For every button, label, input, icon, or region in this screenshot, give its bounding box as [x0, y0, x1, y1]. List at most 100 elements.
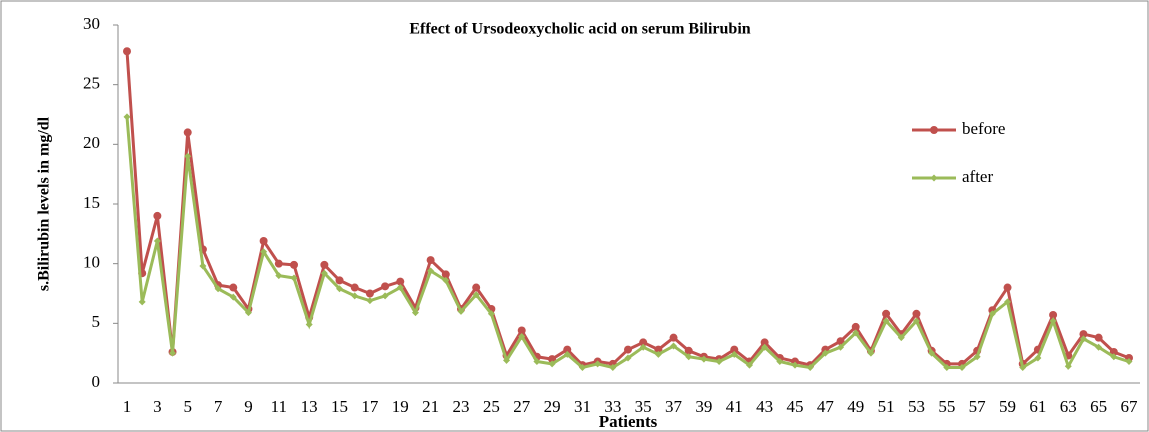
- data-point: [153, 211, 162, 220]
- data-point: [928, 349, 936, 357]
- data-point: [1079, 330, 1088, 339]
- legend-marker: [930, 174, 938, 182]
- data-point: [426, 256, 435, 265]
- data-point: [943, 363, 951, 371]
- data-point: [669, 333, 678, 342]
- x-tick-label: 49: [847, 397, 864, 416]
- data-point: [487, 310, 495, 318]
- data-point: [335, 276, 344, 285]
- data-point: [533, 358, 541, 366]
- data-point: [169, 349, 177, 357]
- data-point: [396, 284, 404, 292]
- legend-label: after: [962, 167, 993, 186]
- data-point: [578, 363, 586, 371]
- data-point: [365, 289, 374, 298]
- data-point: [229, 293, 237, 301]
- data-point: [897, 334, 905, 342]
- data-point: [973, 353, 981, 361]
- x-tick-label: 35: [635, 397, 652, 416]
- data-point: [411, 309, 419, 317]
- data-point: [457, 307, 465, 315]
- data-point: [320, 260, 329, 269]
- x-tick-label: 19: [392, 397, 409, 416]
- data-point: [274, 259, 283, 268]
- x-tick-label: 9: [244, 397, 253, 416]
- data-point: [609, 363, 617, 371]
- data-point: [184, 152, 192, 160]
- data-point: [730, 350, 738, 358]
- x-tick-label: 11: [271, 397, 287, 416]
- x-tick-label: 25: [483, 397, 500, 416]
- data-point: [912, 309, 921, 318]
- data-point: [684, 346, 693, 355]
- data-point: [639, 343, 647, 351]
- data-point: [442, 276, 450, 284]
- data-point: [745, 361, 753, 369]
- data-point: [1110, 353, 1118, 361]
- x-tick-label: 57: [969, 397, 987, 416]
- x-tick-label: 27: [513, 397, 531, 416]
- data-point: [260, 248, 268, 256]
- series-line: [125, 51, 1130, 367]
- data-point: [1095, 343, 1103, 351]
- x-tick-label: 67: [1121, 397, 1139, 416]
- data-point: [791, 361, 799, 369]
- data-point: [548, 360, 556, 368]
- data-point: [381, 292, 389, 300]
- data-point: [685, 353, 693, 361]
- legend-label: before: [962, 119, 1005, 138]
- data-point: [882, 317, 890, 325]
- data-point: [761, 343, 769, 351]
- data-point: [852, 329, 860, 337]
- data-point: [320, 269, 328, 277]
- data-point: [366, 297, 374, 305]
- x-tick-label: 61: [1029, 397, 1046, 416]
- y-tick-label: 25: [83, 74, 100, 93]
- data-point: [1049, 317, 1057, 325]
- data-point: [958, 363, 966, 371]
- data-point: [624, 354, 632, 362]
- data-point: [730, 345, 739, 354]
- data-point: [776, 358, 784, 366]
- x-tick-label: 45: [787, 397, 804, 416]
- data-point: [336, 285, 344, 293]
- data-point: [563, 345, 572, 354]
- data-point: [837, 343, 845, 351]
- x-tick-label: 33: [604, 397, 621, 416]
- data-point: [214, 285, 222, 293]
- data-point: [821, 349, 829, 357]
- data-point: [700, 355, 708, 363]
- data-point: [670, 342, 678, 350]
- data-point: [153, 237, 161, 245]
- data-point: [244, 309, 252, 317]
- x-axis-label: Patients: [599, 412, 658, 431]
- chart-title: Effect of Ursodeoxycholic acid on serum …: [409, 21, 750, 38]
- data-point: [441, 270, 450, 279]
- data-point: [912, 317, 920, 325]
- data-point: [503, 356, 511, 364]
- x-tick-label: 31: [574, 397, 591, 416]
- data-point: [1094, 333, 1103, 342]
- data-point: [1079, 335, 1087, 343]
- y-tick-label: 10: [83, 253, 100, 272]
- data-point: [639, 338, 648, 347]
- x-tick-label: 17: [361, 397, 379, 416]
- data-point: [275, 272, 283, 280]
- data-point: [654, 350, 662, 358]
- x-tick-label: 7: [214, 397, 223, 416]
- data-point: [806, 363, 814, 371]
- y-tick-label: 20: [83, 133, 100, 152]
- data-point: [183, 128, 192, 137]
- data-point: [1034, 354, 1042, 362]
- x-tick-label: 5: [183, 397, 192, 416]
- x-tick-label: 65: [1090, 397, 1107, 416]
- x-tick-label: 39: [695, 397, 712, 416]
- data-point: [427, 267, 435, 275]
- data-point: [518, 332, 526, 340]
- x-tick-label: 59: [999, 397, 1016, 416]
- data-point: [882, 309, 891, 318]
- data-point: [472, 283, 481, 292]
- data-point: [867, 349, 875, 357]
